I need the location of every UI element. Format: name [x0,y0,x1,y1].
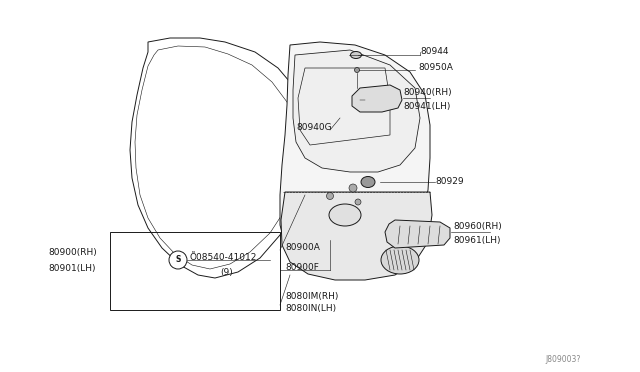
Text: 80961(LH): 80961(LH) [453,235,500,244]
Polygon shape [293,50,420,172]
Text: J809003?: J809003? [545,356,580,365]
Text: 8080lM(RH): 8080lM(RH) [285,292,339,301]
Ellipse shape [326,192,333,199]
Text: 80940G: 80940G [296,124,332,132]
Polygon shape [352,85,402,112]
Text: 80929: 80929 [435,177,463,186]
Ellipse shape [381,246,419,274]
Ellipse shape [349,184,357,192]
Text: 80941(LH): 80941(LH) [403,103,451,112]
Text: 80944: 80944 [420,48,449,57]
Ellipse shape [361,176,375,187]
Text: 80960(RH): 80960(RH) [453,221,502,231]
Circle shape [169,251,187,269]
Text: 80901(LH): 80901(LH) [48,263,95,273]
Polygon shape [281,192,432,280]
Text: 80950A: 80950A [418,64,453,73]
Ellipse shape [351,51,362,58]
Text: S: S [175,256,180,264]
Text: 80900F: 80900F [285,263,319,273]
Polygon shape [280,42,430,278]
Text: 8080lN(LH): 8080lN(LH) [285,304,336,312]
Polygon shape [385,220,450,248]
Text: (9): (9) [220,267,233,276]
Text: Õ08540-41012: Õ08540-41012 [190,253,257,263]
Text: 80900A: 80900A [285,243,320,251]
Ellipse shape [355,67,360,73]
Text: 80940(RH): 80940(RH) [403,87,452,96]
Ellipse shape [355,199,361,205]
Ellipse shape [329,204,361,226]
Text: 80900(RH): 80900(RH) [48,247,97,257]
